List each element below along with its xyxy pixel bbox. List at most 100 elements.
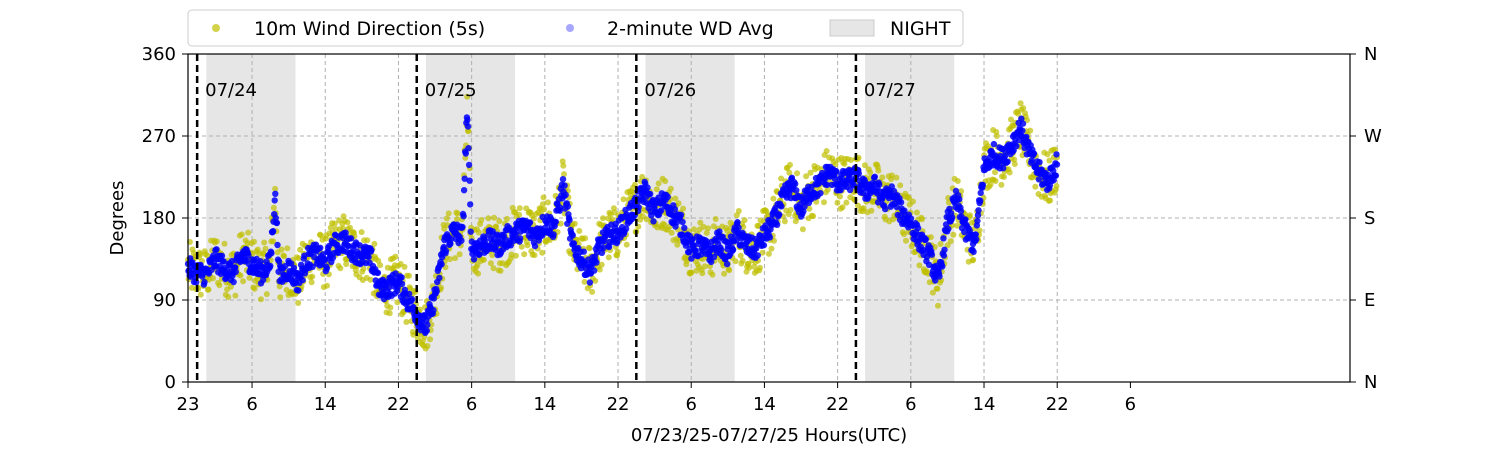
series-1-point-1439 [974, 212, 982, 219]
x-tick-label-11: 14 [973, 394, 996, 415]
series-1-point-479 [447, 235, 455, 243]
series-1-point-605 [516, 235, 524, 242]
series-0-point-1057 [862, 162, 868, 169]
series-0-point-1138 [913, 209, 920, 216]
series-0-point-84 [238, 231, 245, 238]
y2-tick-label-0: N [1364, 372, 1377, 393]
series-0-point-680 [620, 196, 627, 203]
series-0-point-643 [596, 266, 603, 273]
x-tick-label-5: 14 [533, 394, 556, 415]
series-0-point-119 [261, 239, 268, 246]
series-0-point-1163 [929, 289, 936, 296]
series-1-point-1440 [975, 207, 982, 214]
series-0-point-424 [456, 251, 463, 258]
series-1-point-1355 [928, 251, 936, 258]
series-0-point-914 [770, 195, 777, 202]
series-0-point-327 [394, 299, 401, 306]
series-0-point-436 [464, 93, 471, 100]
series-0-point-1018 [837, 193, 843, 200]
series-1-point-403 [406, 290, 413, 298]
series-0-point-517 [516, 211, 523, 218]
series-0-point-96 [246, 274, 253, 281]
series-0-point-505 [508, 251, 515, 258]
series-1-point-678 [557, 204, 564, 211]
series-1-point-982 [723, 260, 731, 268]
series-1-point-1123 [801, 203, 808, 210]
series-0-point-1236 [976, 227, 983, 234]
series-0-point-143 [276, 283, 283, 290]
series-0-point-1170 [934, 285, 941, 292]
y2-tick-label-3: W [1364, 126, 1382, 147]
series-0-point-407 [445, 210, 452, 217]
legend-box [187, 9, 964, 47]
series-1-point-155 [269, 227, 277, 235]
series-1-point-968 [716, 228, 723, 235]
series-1-point-366 [385, 284, 393, 291]
series-0-point-67 [227, 283, 234, 290]
series-1-point-453 [433, 288, 440, 295]
x-tick-label-7: 6 [686, 394, 697, 415]
day-marker-label-0: 07/24 [205, 80, 257, 101]
series-0-point-6 [188, 284, 195, 291]
series-0-point-1270 [998, 181, 1005, 188]
series-0-point-249 [344, 219, 351, 226]
series-0-point-374 [424, 343, 431, 349]
y-tick-label-4: 360 [142, 44, 176, 65]
series-0-point-999 [824, 186, 831, 193]
series-0-point-478 [491, 214, 498, 221]
series-1-point-52 [213, 246, 220, 253]
series-0-point-136 [272, 185, 279, 192]
series-1-point-999 [733, 237, 740, 244]
x-tick-label-8: 14 [753, 394, 776, 415]
series-1-point-686 [561, 182, 568, 189]
series-0-point-1342 [1044, 151, 1051, 158]
series-0-point-932 [781, 218, 788, 225]
series-0-point-1285 [1008, 116, 1014, 123]
series-0-point-1221 [967, 212, 973, 219]
series-1-point-1414 [961, 228, 968, 236]
y-tick-label-2: 180 [142, 208, 176, 229]
data-series [184, 93, 1061, 352]
series-0-point-805 [700, 223, 707, 230]
series-0-point-554 [539, 201, 546, 208]
series-0-point-1291 [1011, 161, 1018, 167]
series-0-point-1146 [919, 216, 925, 223]
series-1-point-688 [562, 191, 569, 198]
series-1-point-1108 [793, 187, 800, 194]
series-0-point-869 [741, 217, 748, 224]
series-0-point-193 [308, 279, 315, 286]
series-1-point-1164 [823, 181, 831, 189]
series-0-point-1354 [1052, 146, 1059, 153]
series-1-point-740 [591, 267, 598, 274]
series-0-point-378 [427, 336, 434, 343]
series-0-point-812 [705, 225, 712, 232]
series-0-point-972 [807, 169, 814, 176]
series-1-point-201 [295, 287, 302, 294]
series-0-point-1290 [1011, 156, 1018, 163]
series-1-point-1438 [974, 217, 981, 225]
series-0-point-1323 [1032, 183, 1039, 190]
series-1-point-509 [464, 116, 471, 124]
series-0-point-556 [541, 206, 548, 213]
series-1-point-1485 [1000, 165, 1007, 172]
series-0-point-146 [278, 246, 285, 253]
legend-marker-1 [566, 24, 574, 32]
series-1-point-1550 [1035, 176, 1043, 183]
series-1-point-447 [430, 307, 437, 314]
series-0-point-175 [297, 246, 304, 253]
series-1-point-504 [461, 175, 468, 182]
series-0-point-1202 [954, 178, 961, 184]
series-1-point-478 [447, 240, 454, 248]
series-0-point-745 [662, 178, 669, 185]
series-0-point-420 [454, 216, 460, 223]
series-0-point-663 [609, 216, 616, 223]
series-0-point-540 [530, 215, 537, 222]
series-0-point-627 [586, 245, 593, 252]
series-0-point-1118 [901, 231, 907, 238]
series-0-point-735 [655, 180, 662, 187]
series-0-point-473 [487, 260, 494, 267]
x-tick-label-2: 14 [314, 394, 337, 415]
x-tick-label-10: 6 [905, 394, 916, 415]
series-0-point-469 [485, 215, 492, 222]
series-1-point-292 [345, 242, 352, 250]
